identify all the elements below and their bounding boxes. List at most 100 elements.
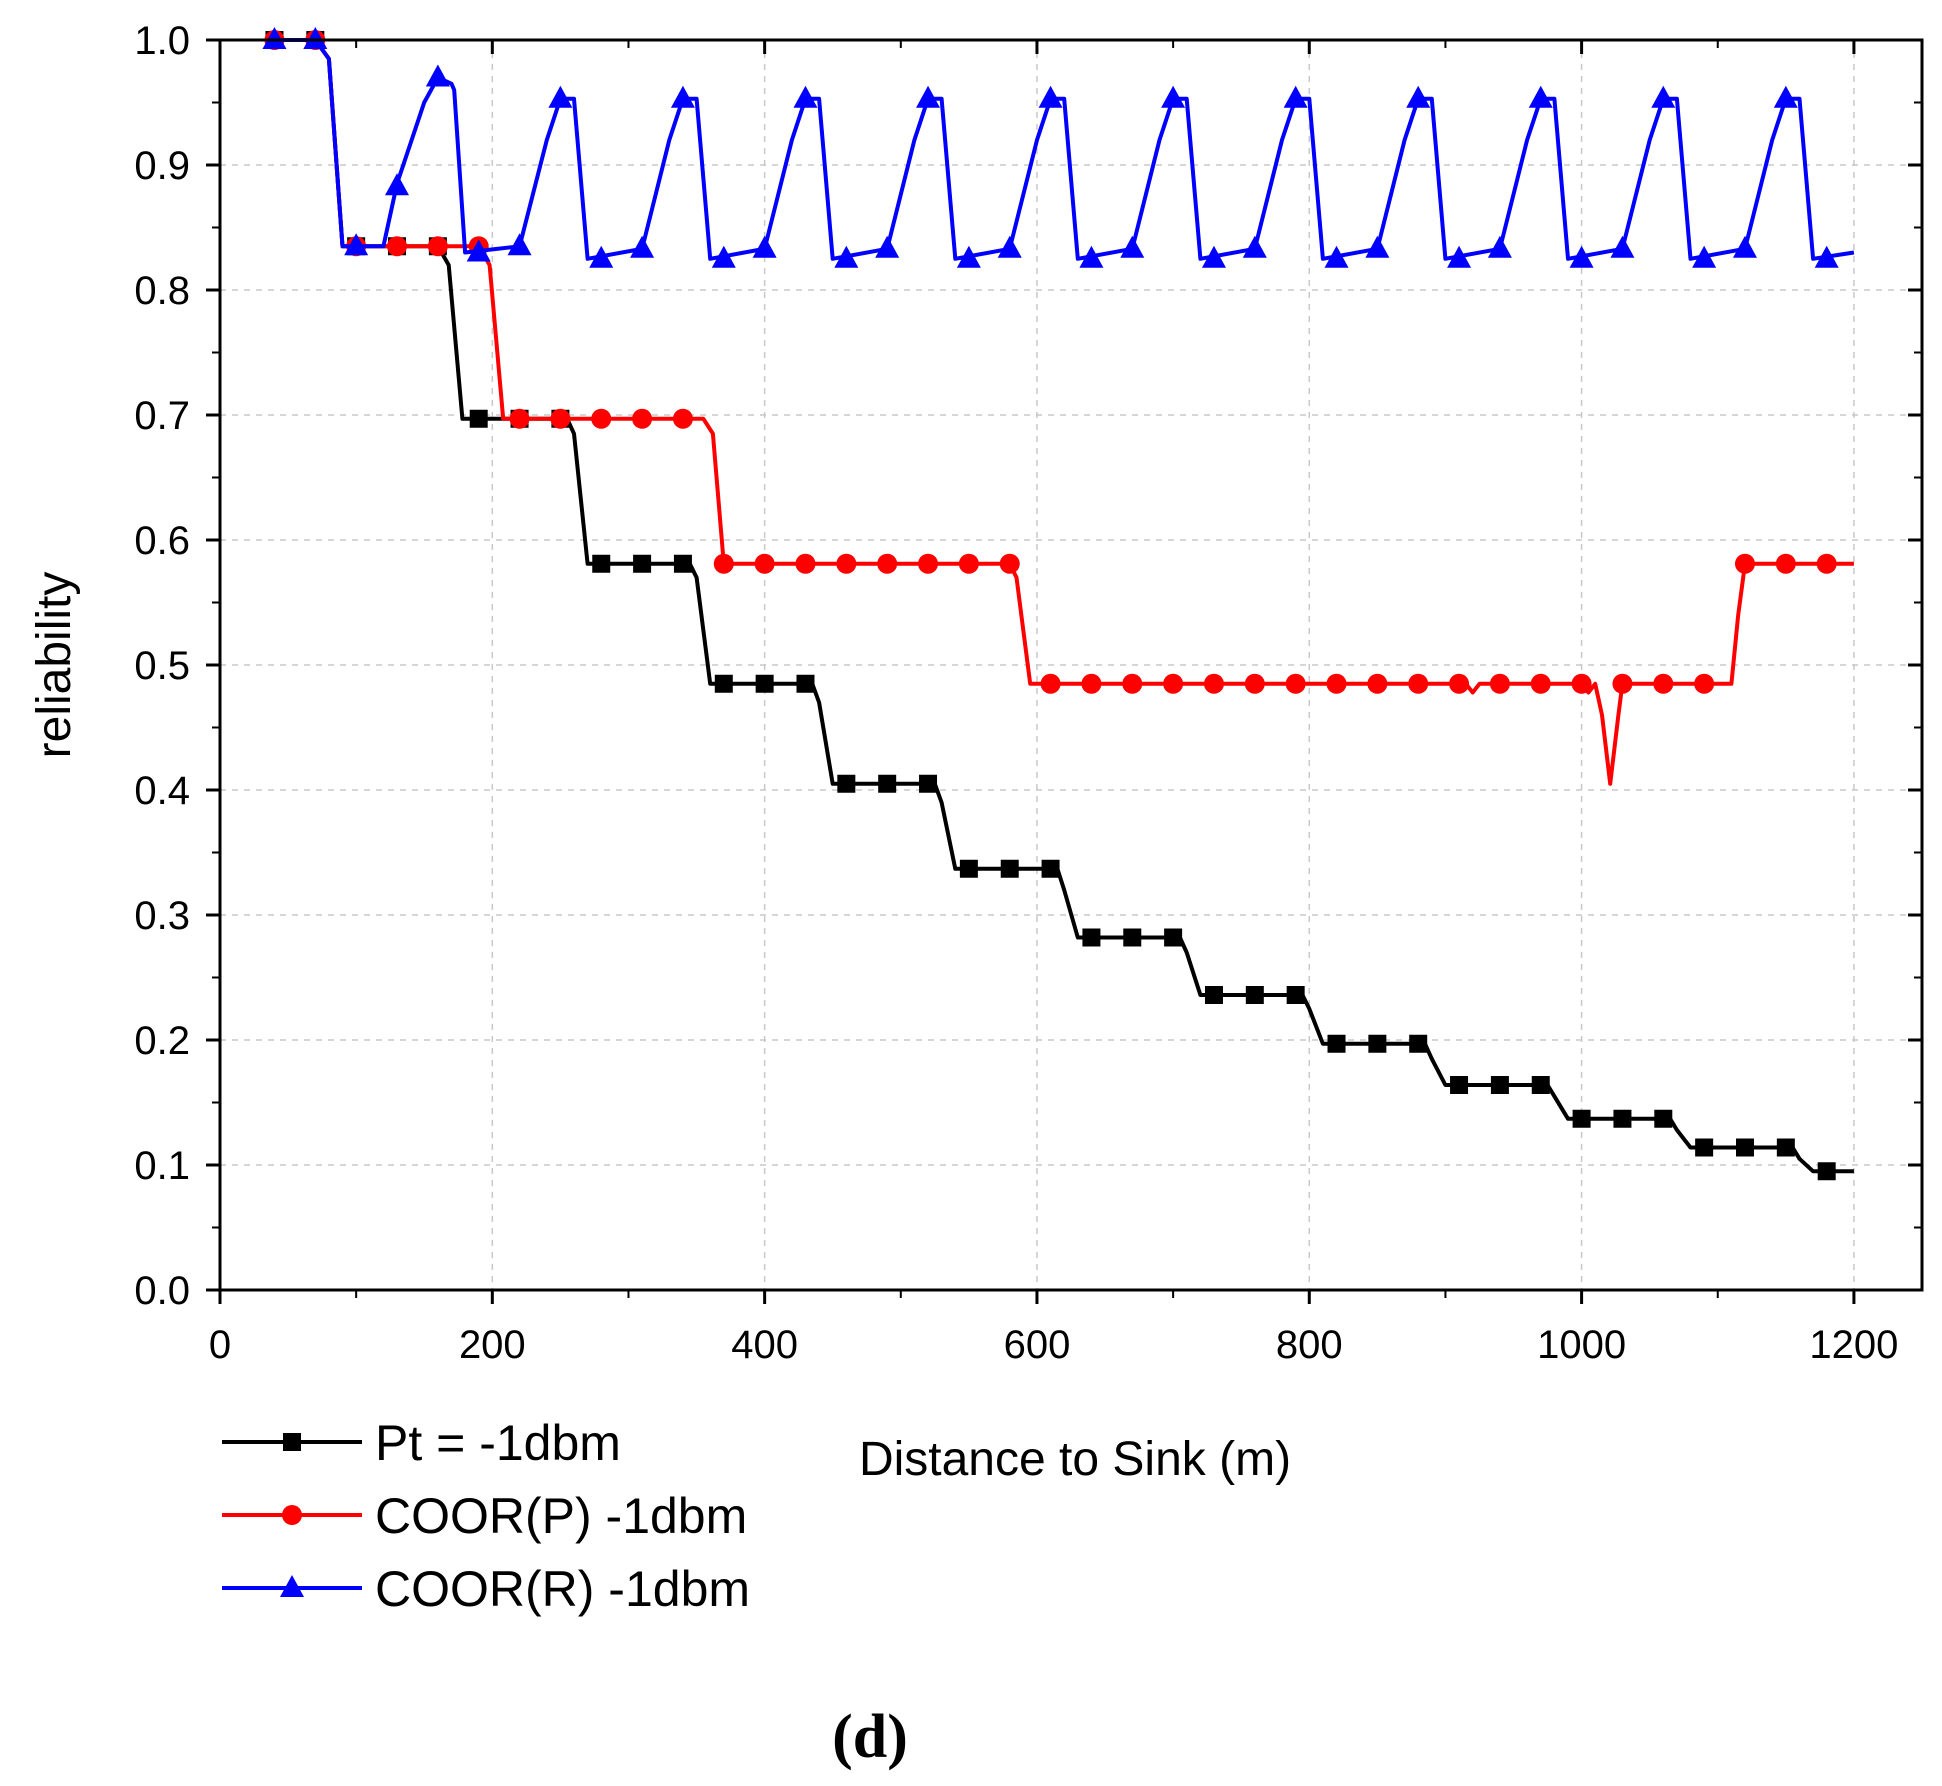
data-point-circle [632, 408, 653, 429]
data-point-circle [1489, 673, 1510, 694]
data-point-square [1735, 1138, 1754, 1157]
legend-marker-triangle [280, 1575, 304, 1597]
axis-ticks [206, 38, 1922, 1304]
data-point-triangle [711, 245, 736, 268]
y-tick-label: 1.0 [134, 19, 190, 63]
data-point-square [1164, 928, 1183, 947]
data-point-square [1286, 986, 1305, 1004]
data-point-square [1613, 1109, 1632, 1128]
y-tick-label: 0.4 [134, 769, 190, 813]
data-point-circle [1326, 673, 1347, 694]
data-point-circle [591, 408, 612, 429]
y-tick-label: 0.6 [134, 519, 190, 563]
data-point-circle [672, 408, 693, 429]
y-tick-label: 0.7 [134, 394, 190, 438]
data-point-square [878, 774, 897, 793]
data-point-circle [958, 553, 979, 574]
data-point-triangle [1814, 245, 1839, 268]
data-point-triangle [1569, 245, 1594, 268]
data-point-circle [1285, 673, 1306, 694]
data-point-triangle [385, 173, 410, 196]
data-point-circle [918, 553, 939, 574]
data-point-triangle [916, 85, 941, 108]
data-point-triangle [1242, 235, 1267, 258]
legend-marker-square [283, 1433, 301, 1451]
data-point-triangle [1406, 85, 1431, 108]
series-layer [262, 27, 1855, 1181]
data-point-square [673, 554, 692, 573]
data-point-circle [1203, 673, 1224, 694]
data-point-circle [795, 553, 816, 574]
data-point-triangle [1201, 245, 1226, 268]
data-point-circle [1734, 553, 1755, 574]
data-point-circle [1122, 673, 1143, 694]
y-tick-label: 0.2 [134, 1019, 190, 1063]
data-point-triangle [1365, 235, 1390, 258]
data-point-triangle [630, 235, 655, 258]
data-point-triangle [1487, 235, 1512, 258]
data-point-square [1123, 928, 1142, 947]
data-point-circle [1612, 673, 1633, 694]
y-tick-label: 0.8 [134, 269, 190, 313]
data-point-triangle [1161, 85, 1186, 108]
data-point-triangle [548, 85, 573, 108]
data-point-triangle [1324, 245, 1349, 268]
data-point-square [714, 674, 733, 693]
data-point-square [837, 774, 856, 793]
data-point-triangle [670, 85, 695, 108]
grid-lines [220, 40, 1922, 1290]
data-point-triangle [1447, 245, 1472, 268]
data-point-triangle [752, 235, 777, 258]
series-3 [262, 27, 1855, 268]
data-point-circle [877, 553, 898, 574]
data-point-circle [1408, 673, 1429, 694]
data-point-circle [1530, 673, 1551, 694]
legend: Pt = -1dbm COOR(P) -1dbm COOR(R) -1dbm [222, 1415, 750, 1617]
data-point-square [1654, 1109, 1673, 1128]
data-point-circle [754, 553, 775, 574]
data-point-triangle [262, 27, 287, 49]
x-tick-label: 200 [459, 1323, 526, 1367]
series-2 [264, 30, 1854, 786]
data-point-circle [387, 236, 408, 257]
data-point-circle [1449, 673, 1470, 694]
data-point-triangle [1692, 245, 1717, 268]
data-point-triangle [875, 235, 900, 258]
data-point-square [1490, 1076, 1509, 1094]
data-point-circle [1775, 553, 1796, 574]
data-point-triangle [1610, 235, 1635, 258]
data-point-square [1695, 1138, 1714, 1157]
data-point-circle [1244, 673, 1265, 694]
legend-marker-circle [282, 1505, 302, 1525]
data-point-circle [1367, 673, 1388, 694]
legend-label-1: Pt = -1dbm [375, 1415, 621, 1471]
data-point-square [1245, 986, 1264, 1004]
x-tick-label: 400 [731, 1323, 798, 1367]
data-point-circle [1571, 673, 1592, 694]
x-tick-label: 800 [1276, 1323, 1343, 1367]
data-point-triangle [425, 64, 450, 87]
data-point-triangle [1120, 235, 1145, 258]
data-point-circle [1081, 673, 1102, 694]
data-point-square [755, 674, 774, 693]
data-point-square [1082, 928, 1101, 947]
data-point-circle [550, 408, 571, 429]
data-point-triangle [1651, 85, 1676, 108]
data-point-circle [427, 236, 448, 257]
x-tick-label: 1200 [1809, 1323, 1898, 1367]
data-point-circle [1816, 553, 1837, 574]
data-point-triangle [507, 233, 532, 256]
data-point-square [469, 409, 488, 428]
data-point-square [1450, 1076, 1469, 1094]
data-point-triangle [1283, 85, 1308, 108]
y-tick-label: 0.1 [134, 1144, 190, 1188]
data-point-triangle [589, 245, 614, 268]
y-tick-label: 0.5 [134, 644, 190, 688]
data-point-square [1817, 1162, 1836, 1181]
data-point-square [633, 554, 652, 573]
data-point-circle [1694, 673, 1715, 694]
data-point-square [796, 674, 815, 693]
x-tick-label: 0 [209, 1323, 231, 1367]
data-point-triangle [956, 245, 981, 268]
